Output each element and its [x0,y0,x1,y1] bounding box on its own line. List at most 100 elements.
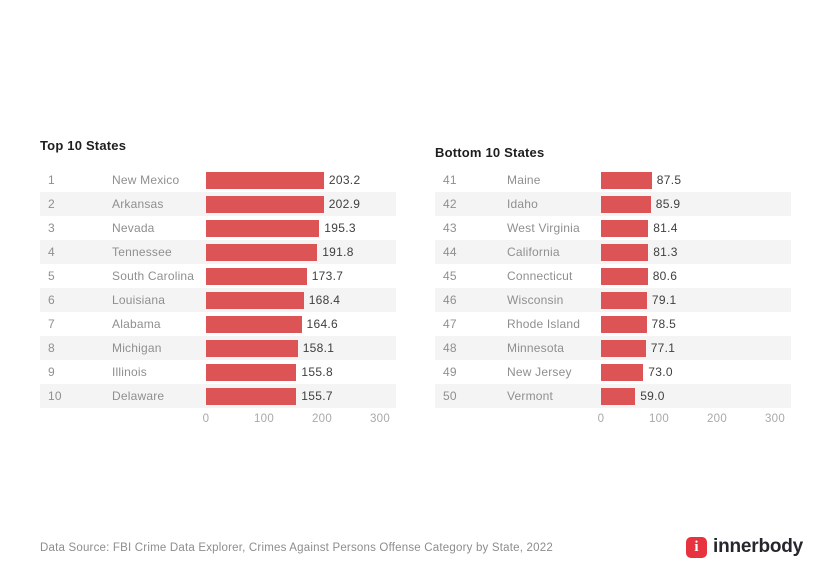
x-axis-tick: 200 [311,413,333,425]
value-label: 77.1 [650,341,676,355]
bar-row: 1 New Mexico 203.2 [40,168,396,192]
bar-row: 44 California 81.3 [435,240,791,264]
value-label: 81.3 [653,245,678,259]
bar-row: 6 Louisiana 168.4 [40,288,396,312]
rank-label: 6 [48,293,55,307]
rank-label: 7 [48,317,55,331]
bar-area: 164.6 [206,312,396,336]
bar-row: 48 Minnesota 77.1 [435,336,791,360]
state-label: Rhode Island [507,317,581,331]
value-bar [601,363,644,381]
bottom-10-states-panel: Bottom 10 States 41 Maine 87.5 42 Idaho 85.9 4… [435,138,791,429]
bottom-10-x-axis: 0 100 200 300 [597,413,791,429]
value-bar [206,339,298,357]
rank-label: 47 [443,317,457,331]
bottom-10-bar-rows: 41 Maine 87.5 42 Idaho 85.9 43 West Virginia 81.… [435,168,791,408]
value-label: 73.0 [648,365,673,379]
rank-label: 44 [443,245,457,259]
rank-label: 42 [443,197,457,211]
bar-area: 155.8 [206,360,396,384]
state-label: Maine [507,173,541,187]
panel-title-bottom-10: Bottom 10 States [435,145,545,160]
state-label: Michigan [112,341,162,355]
bar-area: 80.6 [601,264,791,288]
value-label: 203.2 [328,173,361,187]
value-bar [206,363,297,381]
state-label: Connecticut [507,269,573,283]
value-label: 78.5 [651,317,677,331]
x-axis-tick: 100 [648,413,670,425]
top-10-x-axis: 0 100 200 300 [202,413,396,429]
state-label: California [507,245,560,259]
value-bar [601,195,651,213]
bar-row: 46 Wisconsin 79.1 [435,288,791,312]
bar-area: 81.3 [601,240,791,264]
value-label: 79.1 [651,293,677,307]
bar-area: 59.0 [601,384,791,408]
bar-area: 155.7 [206,384,396,408]
value-bar [206,267,307,285]
rank-label: 45 [443,269,457,283]
rank-label: 41 [443,173,457,187]
bar-row: 9 Illinois 155.8 [40,360,396,384]
panel-title-top-10: Top 10 States [40,138,127,153]
state-label: Idaho [507,197,539,211]
bar-row: 50 Vermont 59.0 [435,384,791,408]
value-bar [206,315,302,333]
state-label: Delaware [112,389,165,403]
bar-area: 81.4 [601,216,791,240]
bar-area: 73.0 [601,360,791,384]
bar-area: 78.5 [601,312,791,336]
value-label: 168.4 [308,293,341,307]
value-bar [206,171,324,189]
bar-area: 173.7 [206,264,396,288]
value-bar [601,171,652,189]
x-axis-tick: 0 [202,413,210,425]
value-label: 85.9 [655,197,681,211]
value-label: 173.7 [311,269,344,283]
bar-row: 47 Rhode Island 78.5 [435,312,791,336]
value-bar [601,291,647,309]
bar-area: 168.4 [206,288,396,312]
value-bar [206,387,297,405]
state-label: West Virginia [507,221,580,235]
bar-row: 41 Maine 87.5 [435,168,791,192]
state-label: Vermont [507,389,554,403]
x-axis-tick: 100 [253,413,275,425]
x-axis-tick: 200 [706,413,728,425]
rank-label: 9 [48,365,55,379]
value-bar [601,219,649,237]
value-bar [206,219,320,237]
innerbody-i-icon: i [686,536,707,558]
x-axis-tick: 300 [369,413,391,425]
rank-label: 46 [443,293,457,307]
value-bar [601,387,636,405]
state-label: Tennessee [112,245,172,259]
state-label: Alabama [112,317,161,331]
state-label: South Carolina [112,269,195,283]
value-bar [601,339,646,357]
value-bar [601,267,648,285]
value-label: 158.1 [302,341,335,355]
x-axis-tick: 0 [597,413,605,425]
state-label: New Mexico [112,173,180,187]
value-bar [206,243,318,261]
bar-row: 2 Arkansas 202.9 [40,192,396,216]
rank-label: 50 [443,389,457,403]
state-label: New Jersey [507,365,572,379]
bar-row: 43 West Virginia 81.4 [435,216,791,240]
value-label: 155.7 [301,389,333,403]
rank-label: 5 [48,269,55,283]
state-label: Wisconsin [507,293,564,307]
value-bar [206,291,304,309]
bar-row: 4 Tennessee 191.8 [40,240,396,264]
value-label: 191.8 [322,245,354,259]
value-bar [601,243,649,261]
bar-row: 7 Alabama 164.6 [40,312,396,336]
data-source-note: Data Source: FBI Crime Data Explorer, Cr… [40,542,553,554]
top-10-bar-rows: 1 New Mexico 203.2 2 Arkansas 202.9 3 Nevada 195… [40,168,396,408]
value-bar [206,195,324,213]
bar-area: 202.9 [206,192,396,216]
rank-label: 48 [443,341,457,355]
rank-label: 4 [48,245,55,259]
